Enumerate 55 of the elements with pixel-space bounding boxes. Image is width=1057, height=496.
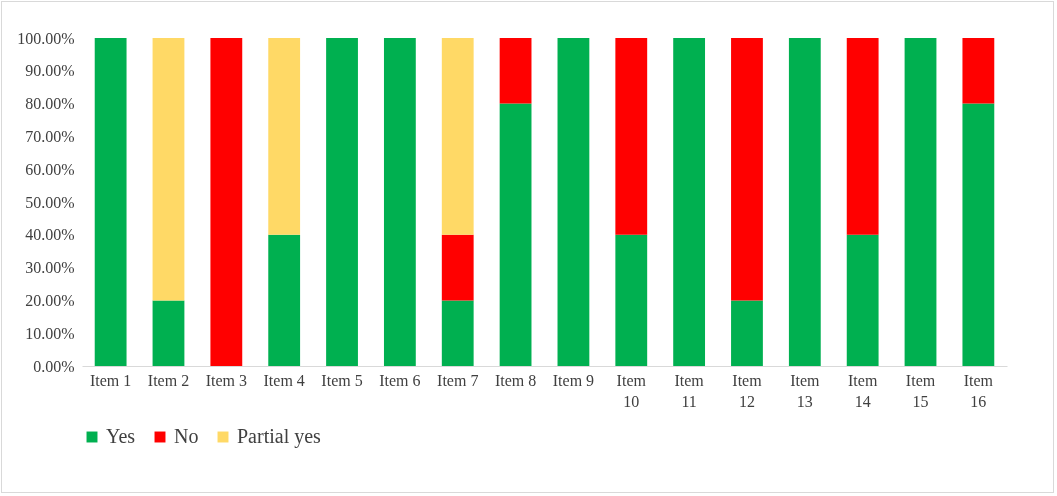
bar (846, 38, 879, 235)
x-tick-label: Item 1 (89, 371, 132, 389)
bar (326, 38, 358, 366)
y-tick-label: 10.00% (25, 324, 75, 342)
x-tick-label: Item 13 (790, 371, 821, 410)
bar (788, 38, 821, 366)
x-tick-label: Item 10 (616, 371, 647, 410)
y-tick-label: 20.00% (25, 291, 75, 309)
bar (731, 300, 763, 366)
legend-label: Partial yes (237, 425, 322, 448)
bar (441, 38, 474, 235)
y-tick-label: 60.00% (25, 160, 75, 178)
bar (210, 38, 243, 366)
bar (673, 38, 706, 366)
bar (846, 234, 879, 366)
x-tick-label: Item 4 (263, 371, 305, 389)
y-tick-label: 100.00% (17, 29, 75, 47)
x-tick-label: Item 6 (379, 371, 421, 389)
x-tick-label: Item 9 (552, 371, 595, 389)
x-tick-label: Item 11 (674, 371, 705, 410)
bar (904, 38, 937, 366)
y-tick-label: 40.00% (25, 226, 75, 244)
x-tick-label: Item 12 (732, 371, 763, 410)
y-tick-label: 70.00% (25, 127, 75, 145)
bar (615, 234, 648, 366)
bar (152, 300, 185, 366)
x-tick-label: Item 8 (494, 371, 537, 389)
y-tick-label: 80.00% (25, 95, 75, 113)
bar (268, 38, 301, 235)
bar (383, 38, 416, 366)
bar (152, 38, 185, 301)
bar (441, 300, 474, 366)
bar (94, 38, 127, 366)
x-tick-label: Item 14 (848, 371, 878, 410)
x-tick-label: Item 16 (963, 371, 994, 410)
y-tick-label: 50.00% (25, 193, 75, 211)
legend-label: Yes (106, 425, 136, 447)
bar (499, 103, 532, 366)
bar (441, 234, 474, 301)
bar (962, 103, 995, 366)
bar (268, 234, 301, 366)
x-tick-label: Item 3 (205, 371, 247, 389)
y-tick-label: 90.00% (25, 62, 75, 80)
y-tick-label: 0.00% (33, 357, 75, 375)
bar (962, 38, 995, 104)
x-tick-label: Item 15 (905, 371, 936, 410)
legend-label: No (174, 425, 199, 447)
y-tick-label: 30.00% (25, 259, 75, 277)
x-tick-label: Item 7 (437, 371, 479, 389)
bar (615, 38, 648, 235)
x-tick-label: Item 2 (147, 371, 190, 389)
bar (499, 38, 532, 104)
bar (731, 38, 763, 301)
x-tick-label: Item 5 (321, 371, 363, 389)
bar (557, 38, 590, 366)
